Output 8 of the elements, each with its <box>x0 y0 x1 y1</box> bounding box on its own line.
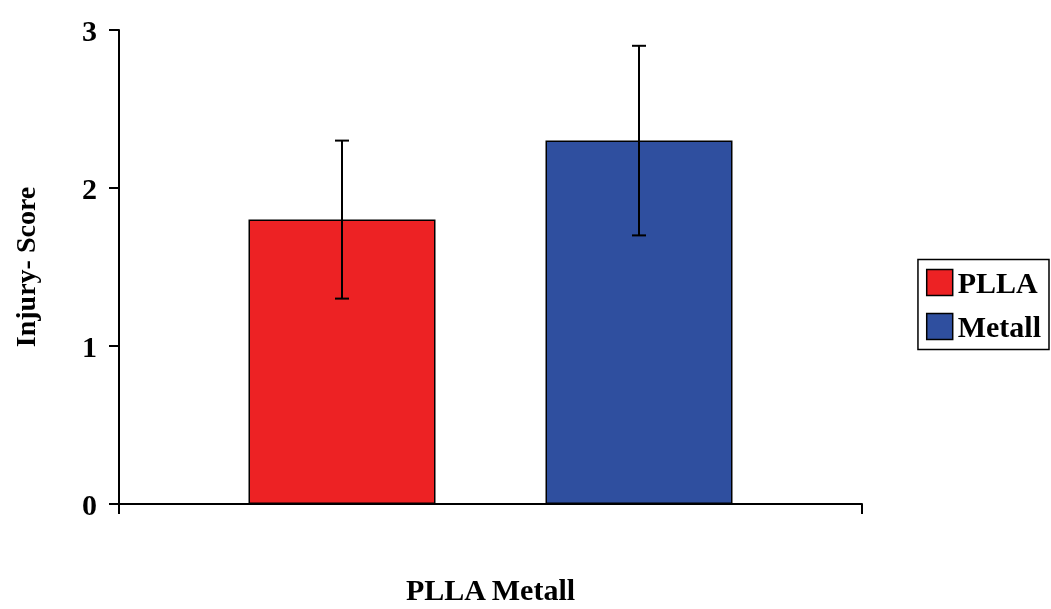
y-tick-label: 0 <box>82 487 97 521</box>
x-axis-title: PLLA Metall <box>405 572 576 606</box>
legend-label: PLLA <box>957 266 1039 299</box>
y-tick-label: 1 <box>82 329 97 363</box>
y-axis-title: Injury- Score <box>9 186 41 348</box>
y-tick-label: 3 <box>82 13 97 47</box>
legend-label: Metall <box>957 310 1042 343</box>
y-tick-label: 2 <box>82 171 97 205</box>
